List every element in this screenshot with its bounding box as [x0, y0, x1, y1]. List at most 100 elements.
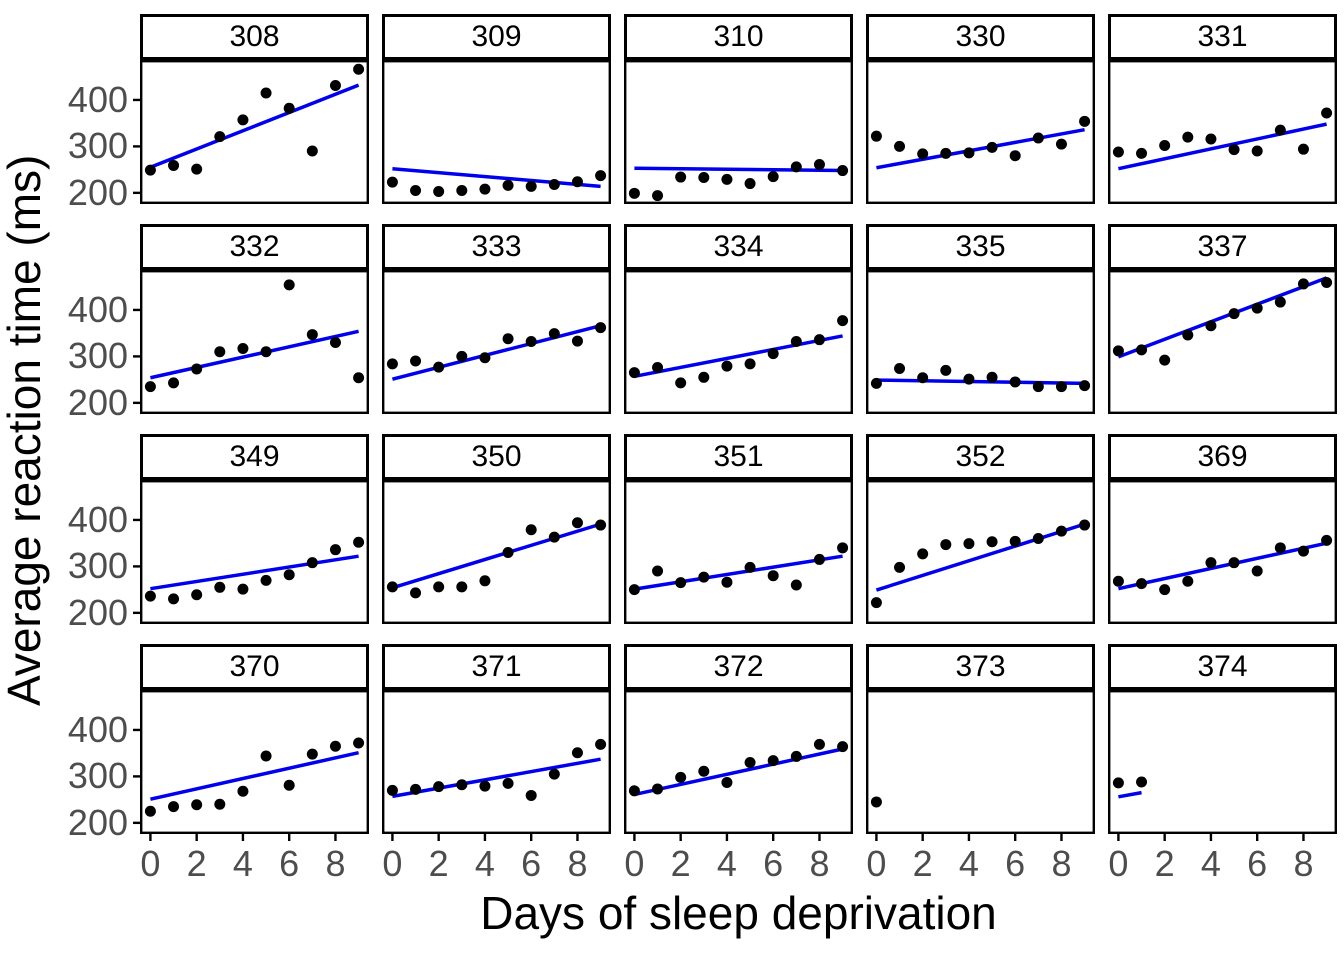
- data-point: [698, 172, 710, 184]
- x-tick-label: 4: [474, 843, 495, 884]
- data-point: [1228, 144, 1240, 156]
- facet-strip: 374: [1108, 644, 1337, 690]
- data-point: [168, 801, 180, 813]
- facet-strip: 350: [382, 434, 611, 480]
- data-point: [1032, 132, 1044, 144]
- data-point: [917, 548, 929, 560]
- facet-label: 335: [955, 230, 1006, 263]
- data-point: [1009, 535, 1021, 547]
- facet-372: 372: [624, 644, 854, 841]
- data-point: [1055, 525, 1067, 537]
- data-point: [1205, 557, 1217, 569]
- data-point: [571, 335, 583, 347]
- fit-line: [150, 329, 359, 380]
- panel-border: [382, 690, 612, 835]
- data-point: [1009, 150, 1021, 162]
- y-tick-label: 200: [67, 801, 128, 843]
- data-point: [1159, 584, 1171, 596]
- facet-panel: [382, 690, 612, 841]
- data-point: [386, 784, 398, 796]
- facet-label: 333: [471, 230, 522, 263]
- data-point: [837, 315, 849, 327]
- facet-strip: 370: [140, 644, 369, 690]
- data-point: [986, 141, 998, 153]
- x-tick-label: 0: [382, 843, 403, 884]
- facet-strip: 372: [624, 644, 853, 690]
- facet-panel: [382, 270, 612, 415]
- fit-line: [1117, 276, 1328, 359]
- x-tick-label: 0: [866, 843, 887, 884]
- data-point: [306, 329, 318, 341]
- data-point: [1251, 302, 1263, 314]
- data-point: [479, 780, 491, 792]
- facet-label: 310: [713, 20, 764, 53]
- data-point: [168, 377, 180, 389]
- x-tick-label: 2: [186, 843, 207, 884]
- data-point: [1251, 145, 1263, 157]
- data-point: [744, 756, 756, 768]
- data-point: [628, 584, 640, 596]
- data-point: [1251, 565, 1263, 577]
- y-tick-label: 300: [67, 335, 128, 377]
- facet-panel: [1108, 270, 1338, 415]
- y-tick-label: 400: [67, 498, 128, 540]
- facet-337: 337: [1108, 224, 1338, 415]
- data-point: [595, 519, 607, 531]
- data-point: [1112, 146, 1124, 158]
- data-point: [744, 178, 756, 190]
- fit-line: [1118, 790, 1142, 799]
- data-point: [1079, 519, 1091, 531]
- data-point: [144, 590, 156, 602]
- data-point: [1055, 381, 1067, 393]
- facet-308: 308: [133, 14, 370, 205]
- data-point: [237, 343, 249, 355]
- data-point: [870, 597, 882, 609]
- facet-strip: 309: [382, 14, 611, 60]
- data-point: [456, 779, 468, 791]
- data-point: [386, 581, 398, 593]
- facet-strip: 371: [382, 644, 611, 690]
- data-point: [456, 350, 468, 362]
- data-point: [260, 87, 272, 99]
- data-point: [1136, 344, 1148, 356]
- data-point: [410, 783, 422, 795]
- facet-panel: [1108, 480, 1338, 625]
- data-point: [917, 372, 929, 384]
- facet-label: 330: [955, 20, 1006, 53]
- data-point: [144, 805, 156, 817]
- data-point: [1182, 131, 1194, 143]
- data-point: [525, 789, 537, 801]
- facet-label: 309: [471, 20, 522, 53]
- x-tick-label: 8: [325, 843, 346, 884]
- data-point: [1205, 133, 1217, 145]
- data-point: [790, 579, 802, 591]
- panel-border: [866, 270, 1096, 415]
- fit-line: [634, 334, 843, 379]
- facet-panel: [866, 690, 1096, 841]
- data-point: [767, 171, 779, 183]
- facet-strip: 330: [866, 14, 1095, 60]
- data-point: [456, 581, 468, 593]
- x-tick-label: 0: [1108, 843, 1129, 884]
- x-tick-label: 6: [279, 843, 300, 884]
- panel-border: [624, 270, 854, 415]
- facet-panel: [624, 690, 854, 841]
- data-point: [870, 796, 882, 808]
- x-tick-label: 8: [809, 843, 830, 884]
- data-point: [479, 352, 491, 364]
- data-point: [698, 571, 710, 583]
- data-point: [571, 517, 583, 529]
- facet-label: 373: [955, 650, 1006, 683]
- data-point: [191, 163, 203, 175]
- data-point: [548, 178, 560, 190]
- data-point: [790, 161, 802, 173]
- panel-border: [624, 690, 854, 835]
- data-point: [744, 358, 756, 370]
- facet-331: 331: [1108, 14, 1338, 205]
- data-point: [790, 336, 802, 348]
- facet-333: 333: [382, 224, 612, 415]
- fit-line: [876, 127, 1085, 170]
- y-tick-label: 200: [67, 381, 128, 423]
- data-point: [595, 738, 607, 750]
- x-tick-label: 0: [140, 843, 161, 884]
